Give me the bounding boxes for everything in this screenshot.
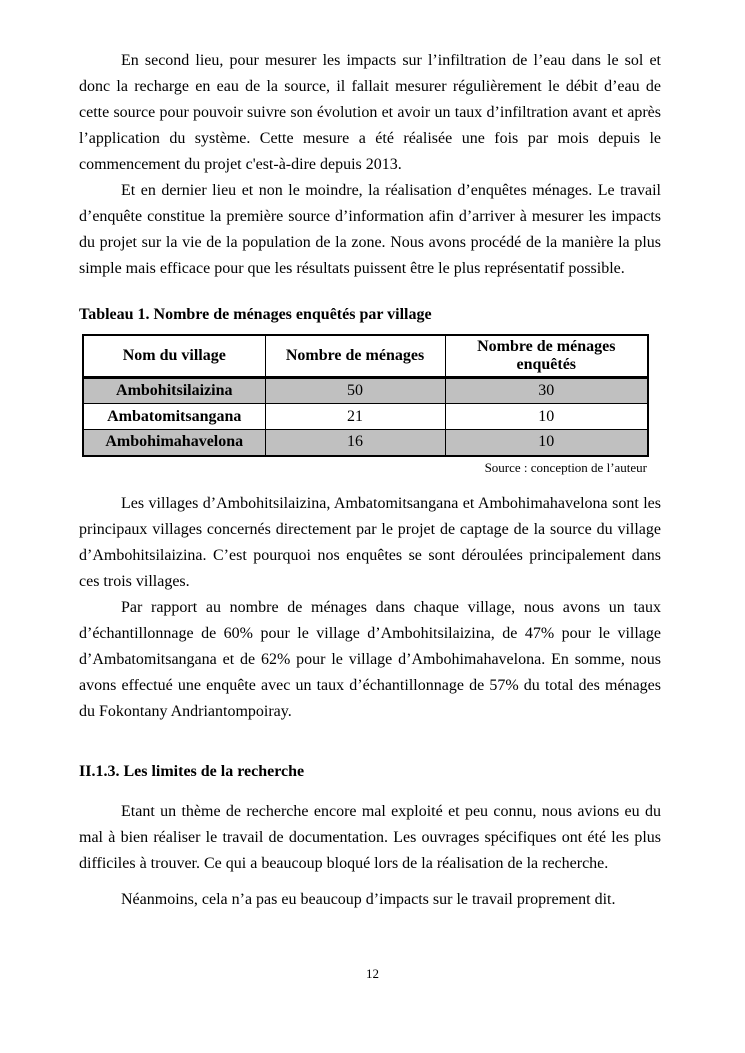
table-cell: Ambohimahavelona <box>82 429 266 456</box>
table-row: Ambatomitsangana 21 10 <box>82 403 649 430</box>
table-cell: 10 <box>444 429 649 456</box>
paragraph: Néanmoins, cela n’a pas eu beaucoup d’im… <box>121 890 616 908</box>
paragraph: Etant un thème de recherche encore mal e… <box>79 802 661 872</box>
table-cell: 21 <box>264 403 446 430</box>
table-source-note: Source : conception de l’auteur <box>484 459 647 475</box>
paragraph: Les villages d’Ambohitsilaizina, Ambatom… <box>79 494 661 590</box>
table-cell: 50 <box>264 377 446 404</box>
data-table: Nom du village Nombre de ménages Nombre … <box>82 334 649 457</box>
table-header-cell: Nombre de ménages <box>264 334 446 379</box>
table-header-cell: Nom du village <box>82 334 266 379</box>
page-number: 12 <box>366 966 379 981</box>
section-heading: II.1.3. Les limites de la recherche <box>79 762 305 780</box>
table-cell: 10 <box>444 403 649 430</box>
table-header-cell: Nombre de ménages enquêtés <box>444 334 649 379</box>
table-caption: Tableau 1. Nombre de ménages enquêtés pa… <box>79 306 432 323</box>
table-cell: Ambatomitsangana <box>82 403 266 430</box>
paragraph: Par rapport au nombre de ménages dans ch… <box>79 598 661 720</box>
table-header-row: Nom du village Nombre de ménages Nombre … <box>82 334 649 379</box>
table-cell: 30 <box>444 377 649 404</box>
table-row: Ambohimahavelona 16 10 <box>82 429 649 456</box>
paragraph: Et en dernier lieu et non le moindre, la… <box>79 182 661 277</box>
table-cell: 16 <box>264 429 446 456</box>
table-row: Ambohitsilaizina 50 30 <box>82 377 649 404</box>
paragraph: En second lieu, pour mesurer les impacts… <box>79 52 661 173</box>
table-cell: Ambohitsilaizina <box>82 377 266 404</box>
